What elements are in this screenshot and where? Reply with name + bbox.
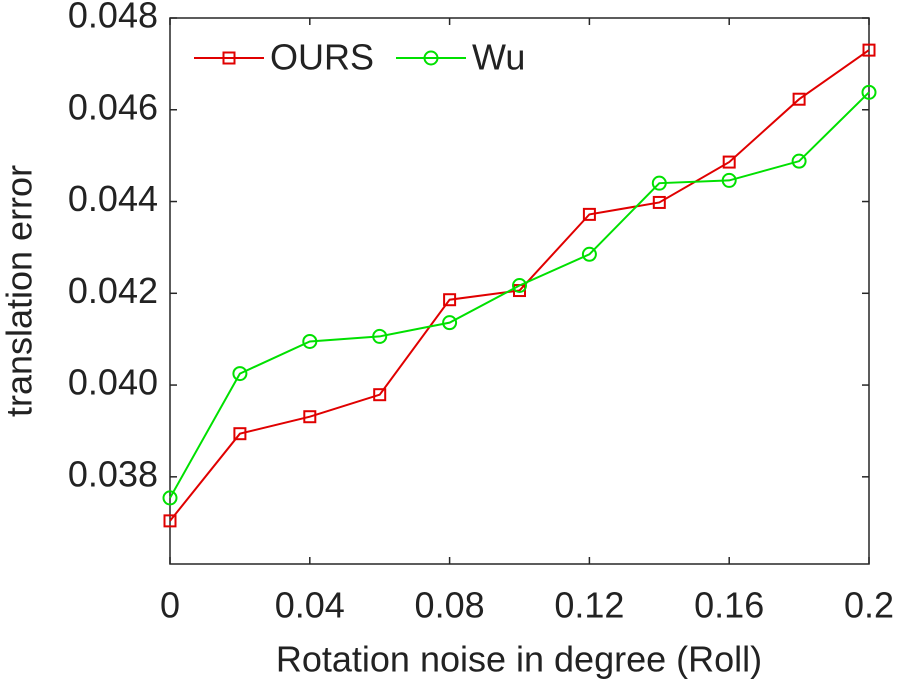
data-point	[791, 153, 807, 169]
x-tick-label: 0.12	[554, 585, 624, 626]
y-tick-label: 0.044	[68, 178, 158, 219]
data-point	[652, 195, 666, 209]
data-point	[162, 490, 178, 506]
y-tick-label: 0.042	[68, 270, 158, 311]
legend-marker	[222, 51, 236, 65]
data-point	[862, 43, 876, 57]
data-point	[372, 328, 388, 344]
data-point	[581, 246, 597, 262]
series-line	[169, 91, 870, 499]
data-point	[651, 175, 667, 191]
data-point	[303, 410, 317, 424]
data-point	[302, 333, 318, 349]
legend-label: OURS	[270, 37, 374, 78]
y-tick-label: 0.038	[68, 453, 158, 494]
data-point	[721, 172, 737, 188]
x-axis-label: Rotation noise in degree (Roll)	[276, 639, 762, 680]
x-tick-label: 0.08	[415, 585, 485, 626]
data-point	[233, 427, 247, 441]
legend-marker	[423, 50, 439, 66]
series-line	[169, 49, 870, 522]
x-tick-label: 0.04	[275, 585, 345, 626]
y-axis-label: translation error	[0, 165, 40, 417]
y-tick-label: 0.046	[68, 86, 158, 127]
data-point	[443, 293, 457, 307]
data-point	[722, 155, 736, 169]
data-point	[582, 207, 596, 221]
data-point	[373, 388, 387, 402]
data-point	[861, 84, 877, 100]
legend-label: Wu	[472, 37, 525, 78]
data-point	[163, 514, 177, 528]
data-point	[792, 92, 806, 106]
x-tick-label: 0.16	[694, 585, 764, 626]
data-point	[442, 315, 458, 331]
data-point	[232, 366, 248, 382]
data-point	[512, 277, 527, 293]
x-tick-label: 0.2	[844, 585, 894, 626]
x-tick-label: 0	[160, 585, 180, 626]
y-tick-label: 0.040	[68, 362, 158, 403]
y-tick-label: 0.048	[68, 0, 158, 36]
